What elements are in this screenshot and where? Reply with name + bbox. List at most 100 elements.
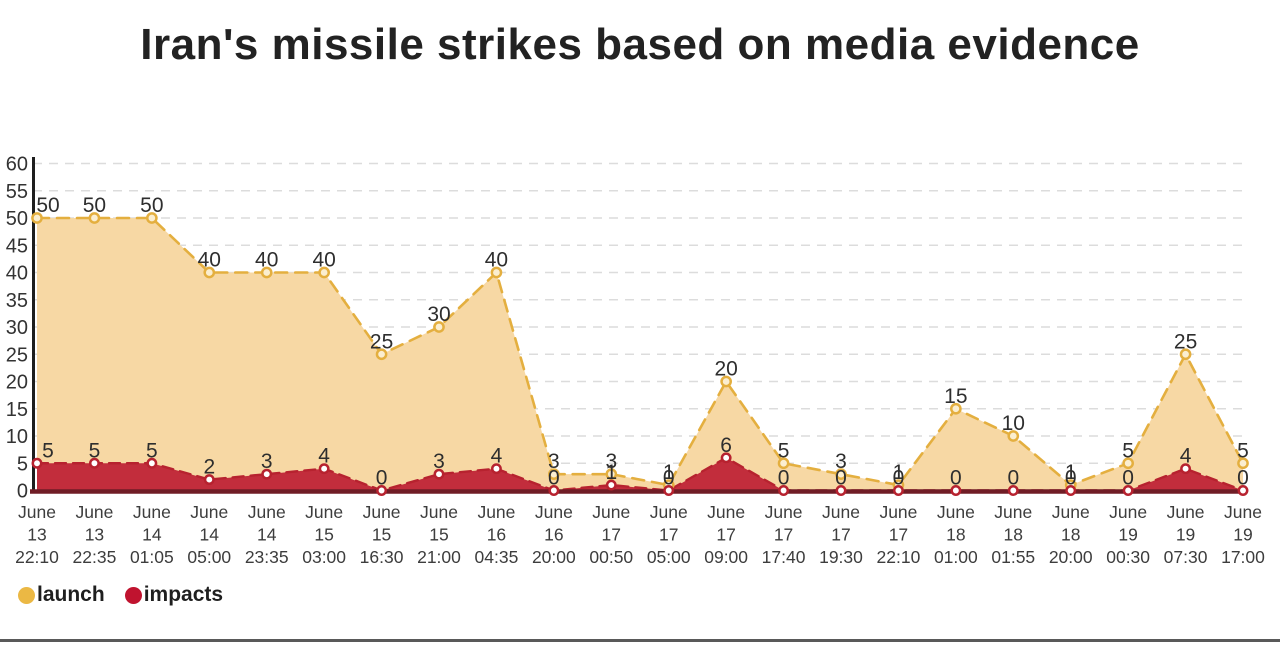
y-tick-label: 0 (17, 481, 28, 503)
launch-marker (1122, 457, 1134, 470)
impacts-marker (376, 485, 388, 496)
impacts-marker (146, 457, 158, 469)
impacts-value-label: 0 (1065, 467, 1077, 490)
launch-marker (88, 212, 101, 224)
impacts-marker (1122, 485, 1134, 496)
impacts-marker (261, 468, 273, 480)
launch-value-label: 3 (835, 450, 847, 473)
impacts-marker (720, 452, 732, 464)
x-tick-label: June 18 20:00 (1049, 502, 1093, 567)
launch-legend-dot-icon (18, 586, 35, 604)
launch-value-label: 1 (1065, 461, 1077, 484)
x-tick-label: June 13 22:10 (15, 502, 59, 567)
x-tick-label: June 14 01:05 (130, 502, 174, 567)
legend-label-impacts: impacts (143, 583, 224, 606)
x-tick-label: June 17 09:00 (704, 502, 748, 567)
impacts-marker (605, 479, 617, 491)
x-tick-label: June 18 01:00 (934, 502, 978, 567)
impacts-area (37, 457, 1243, 491)
launch-value-label: 10 (1002, 412, 1025, 435)
impacts-marker (950, 485, 962, 496)
x-tick-label: June 19 07:30 (1164, 502, 1208, 567)
launch-line (35, 216, 1245, 487)
launch-value-label: 40 (255, 249, 278, 272)
launch-value-label: 40 (198, 249, 221, 272)
y-tick-label: 15 (6, 399, 28, 421)
launch-marker (548, 468, 560, 480)
launch-value-label: 1 (893, 461, 905, 484)
launch-value-label: 25 (370, 330, 393, 353)
launch-value-label: 5 (1237, 439, 1249, 462)
legend: launch impacts (18, 583, 223, 607)
impacts-marker (203, 474, 215, 486)
launch-marker (375, 348, 388, 361)
impacts-value-label: 5 (146, 439, 158, 462)
x-tick-label: June 16 04:35 (475, 502, 519, 567)
impacts-marker (1237, 485, 1249, 496)
impacts-marker (490, 463, 502, 475)
launch-value-label: 5 (1122, 439, 1134, 462)
x-tick-label: June 19 17:00 (1221, 502, 1265, 567)
launch-marker (260, 266, 273, 279)
launch-marker (203, 266, 216, 279)
launch-marker (1007, 430, 1020, 442)
impacts-marker (318, 463, 330, 475)
impacts-marker (433, 468, 445, 480)
impacts-value-label: 0 (1122, 467, 1134, 490)
impacts-value-label: 4 (491, 445, 503, 468)
launch-marker (146, 212, 158, 224)
legend-item-launch: launch (18, 583, 105, 607)
launch-marker (777, 457, 790, 470)
impacts-marker (1007, 485, 1019, 496)
impacts-value-label: 0 (376, 467, 388, 490)
page-title: Iran's missile strikes based on media ev… (140, 20, 1140, 69)
impacts-value-label: 6 (720, 434, 732, 457)
impacts-marker (1065, 485, 1077, 496)
launch-value-label: 1 (663, 461, 675, 484)
impacts-value-label: 4 (318, 445, 330, 468)
launch-marker (605, 468, 618, 480)
impacts-value-label: 5 (89, 439, 101, 462)
impacts-marker (778, 485, 790, 496)
x-tick-label: June 15 03:00 (302, 502, 346, 567)
impacts-marker (835, 485, 847, 496)
impacts-value-label: 0 (548, 467, 560, 490)
x-tick-label: June 19 00:30 (1106, 502, 1150, 567)
launch-area (37, 218, 1243, 491)
y-tick-label: 10 (6, 426, 28, 448)
legend-label-launch: launch (37, 583, 105, 606)
impacts-value-label: 5 (42, 439, 54, 462)
y-tick-label: 55 (6, 181, 28, 203)
y-tick-label: 60 (6, 154, 28, 176)
x-tick-label: June 15 16:30 (360, 502, 404, 567)
impacts-value-label: 0 (950, 467, 962, 490)
launch-value-label: 50 (140, 194, 163, 217)
launch-value-label: 15 (944, 385, 967, 408)
impacts-marker (548, 485, 560, 496)
impacts-marker (892, 485, 904, 496)
x-tick-label: June 17 19:30 (819, 502, 863, 567)
y-tick-label: 20 (6, 372, 28, 394)
launch-value-label: 20 (714, 358, 737, 381)
x-tick-label: June 16 20:00 (532, 502, 576, 567)
impacts-value-label: 0 (835, 467, 847, 490)
launch-value-label: 50 (83, 194, 106, 217)
x-tick-label: June 13 22:35 (73, 502, 117, 567)
launch-marker (835, 468, 847, 480)
launch-value-label: 30 (427, 303, 450, 326)
impacts-value-label: 4 (1180, 445, 1192, 468)
launch-marker (433, 321, 445, 333)
launch-value-label: 40 (485, 249, 508, 272)
bottom-border-line (0, 639, 1280, 642)
impacts-marker (663, 485, 675, 496)
launch-marker (720, 375, 732, 388)
x-tick-label: June 17 17:40 (762, 502, 806, 567)
launch-value-label: 40 (312, 249, 335, 272)
impacts-value-label: 0 (1007, 467, 1019, 490)
impacts-value-label: 0 (663, 467, 675, 490)
launch-value-label: 50 (36, 194, 59, 217)
y-tick-label: 50 (6, 208, 28, 230)
legend-item-impacts: impacts (124, 583, 224, 607)
impacts-marker (1180, 463, 1192, 475)
